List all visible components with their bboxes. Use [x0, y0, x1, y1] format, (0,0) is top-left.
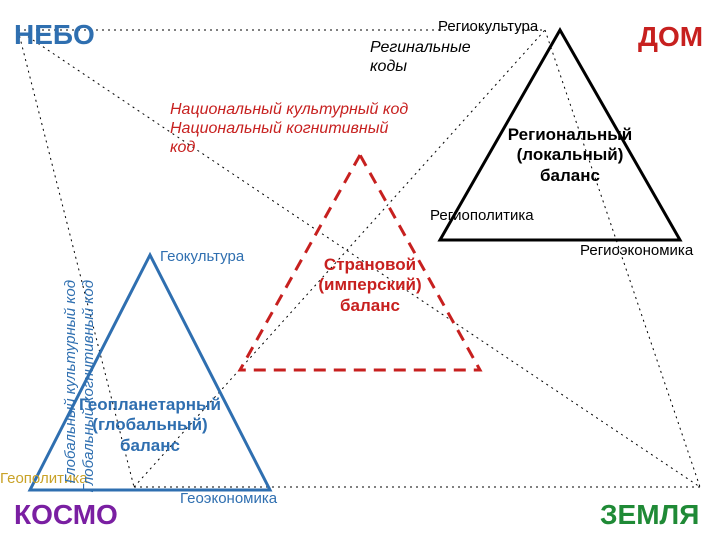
- black-right-label: Региоэкономика: [580, 242, 693, 260]
- corner-kosmo: КОСМО: [14, 498, 118, 532]
- corner-dom: ДОМ: [638, 20, 703, 54]
- side-label-global-cultural: Глобальный культурный код: [62, 280, 80, 483]
- black-apex-label: Региокультура: [438, 18, 538, 36]
- black-left-label: Региополитика: [430, 207, 534, 225]
- black-caption: Регинальные коды: [370, 38, 490, 76]
- side-label-global-cognitive: Глобальный когнитивный код: [80, 280, 98, 493]
- red-caption: Национальный культурный код Национальный…: [170, 100, 410, 158]
- blue-apex-label: Геокультура: [160, 248, 244, 266]
- red-center-label: Страновой (имперский) баланс: [300, 255, 440, 316]
- corner-zemlya: ЗЕМЛЯ: [600, 498, 699, 532]
- black-center-label: Региональный (локальный) баланс: [490, 125, 650, 186]
- corner-nebo: НЕБО: [14, 18, 95, 52]
- blue-right-label: Геоэкономика: [180, 490, 277, 508]
- diagram-stage: НЕБО ДОМ КОСМО ЗЕМЛЯ Геокультура Геополи…: [0, 0, 720, 540]
